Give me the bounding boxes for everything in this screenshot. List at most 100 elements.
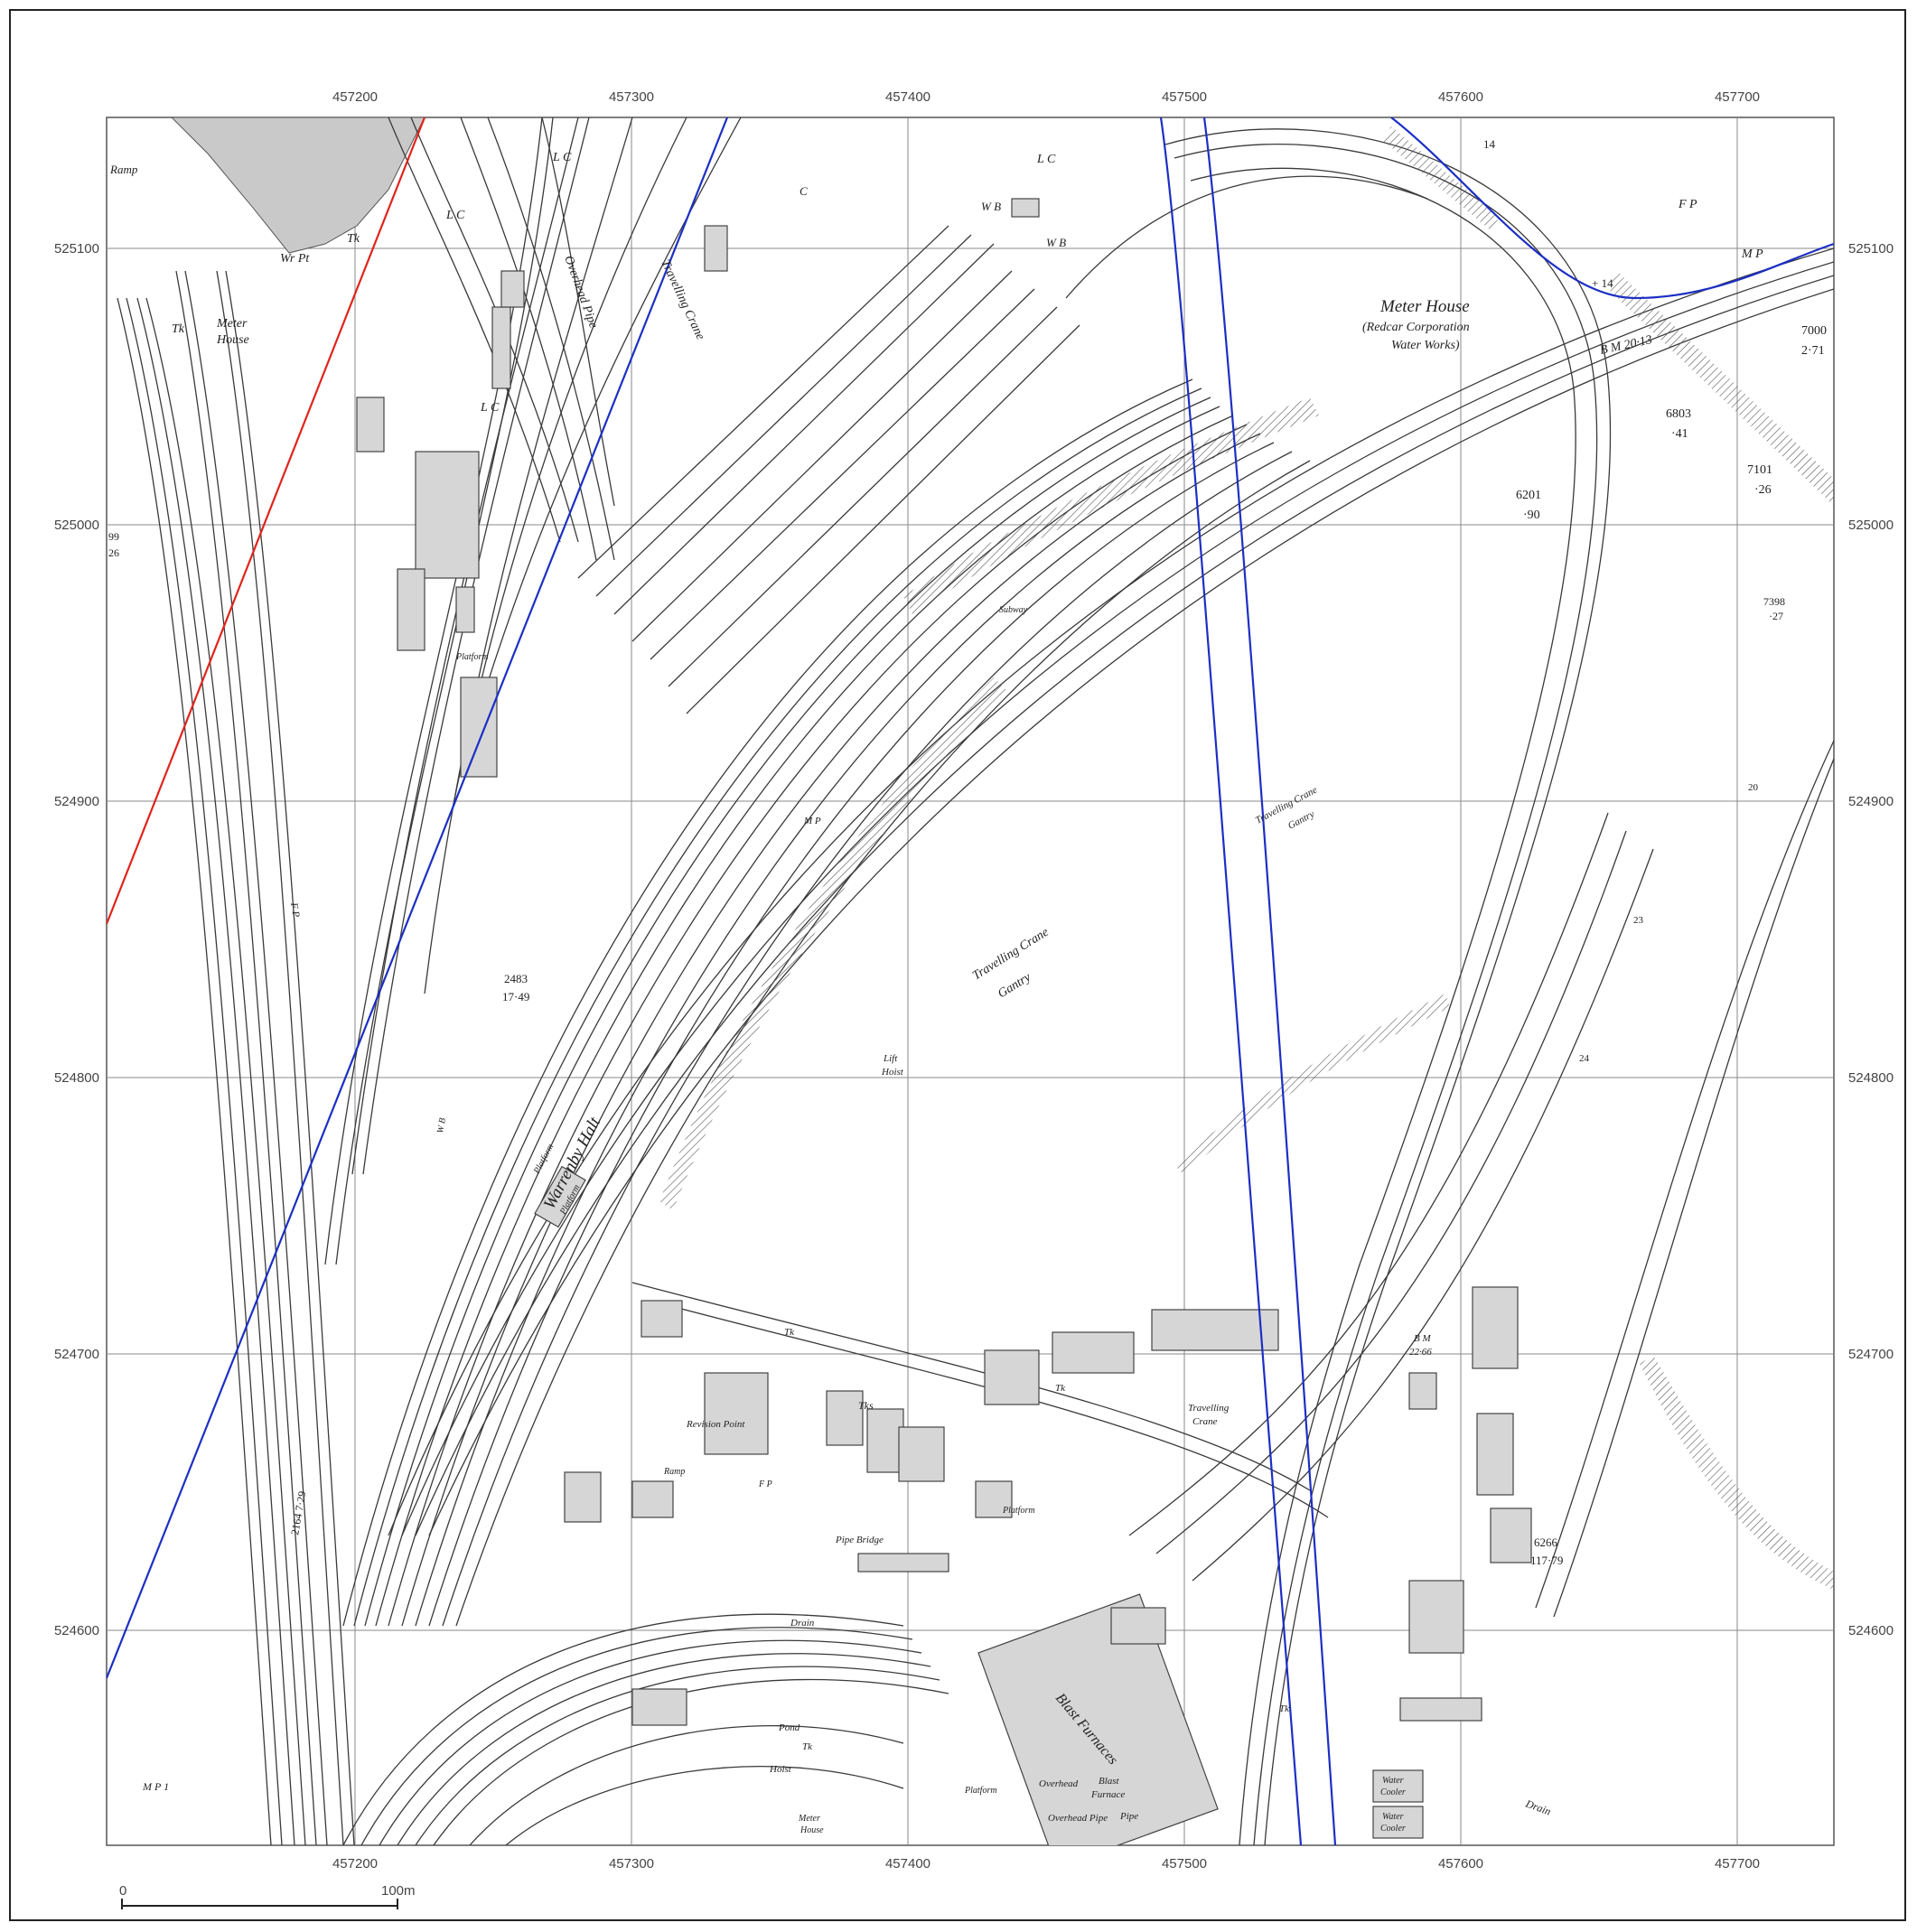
- label-overhead: Overhead: [1039, 1778, 1079, 1789]
- label-meter-house: Meter House: [1379, 297, 1470, 316]
- label-meter-house-sub1: (Redcar Corporation: [1362, 321, 1470, 334]
- easting-top-457200: 457200: [332, 89, 378, 105]
- easting-top-457600: 457600: [1438, 89, 1483, 105]
- easting-labels-bottom: 457200 457300 457400 457500 457600 45770…: [332, 1856, 1760, 1871]
- embankment-hatching: [659, 126, 1834, 1590]
- label-platform-1: Platform: [455, 652, 489, 662]
- label-tk-5: Tk: [1279, 1703, 1290, 1714]
- label-crane-3: Crane: [1192, 1416, 1218, 1427]
- label-2483b: 17·49: [502, 990, 529, 1003]
- label-2483: 2483: [504, 972, 528, 985]
- label-blast-furnace-2: Furnace: [1090, 1789, 1125, 1800]
- easting-top-457400: 457400: [885, 89, 930, 105]
- label-6201b: ·90: [1523, 509, 1540, 522]
- blue-lines: [107, 117, 1834, 1845]
- northing-left-525000: 525000: [54, 518, 99, 533]
- label-water-cooler-2b: Cooler: [1380, 1824, 1406, 1834]
- northing-labels-left: 525100 525000 524900 524800 524700 52460…: [54, 241, 99, 1638]
- railway-tracks: [117, 117, 1834, 1845]
- label-house-small: House: [216, 333, 249, 347]
- label-overhead-pipe-2: Overhead Pipe: [1048, 1813, 1108, 1824]
- label-lc-2: L C: [445, 209, 465, 222]
- label-platform-4: Platform: [1002, 1506, 1035, 1516]
- label-hoist: Hoist: [769, 1764, 792, 1775]
- easting-bottom-457600: 457600: [1438, 1856, 1483, 1871]
- label-24: 24: [1579, 1053, 1590, 1064]
- label-platform-5: Platform: [964, 1786, 997, 1796]
- label-meter-house-b2: House: [800, 1825, 824, 1835]
- easting-top-457700: 457700: [1715, 89, 1760, 105]
- label-6201: 6201: [1516, 489, 1541, 502]
- easting-bottom-457300: 457300: [609, 1856, 654, 1871]
- label-wb-3: W B: [435, 1117, 448, 1134]
- label-travelling-crane-3: Travelling: [1188, 1403, 1230, 1414]
- label-7101: 7101: [1747, 463, 1772, 477]
- label-c-mark: C: [800, 184, 808, 198]
- scale-bar-end-label: 100m: [381, 1883, 416, 1899]
- label-bm-2: B M: [1414, 1333, 1431, 1344]
- easting-top-457300: 457300: [609, 89, 654, 105]
- label-14b: + 14: [1592, 276, 1613, 290]
- northing-left-524900: 524900: [54, 794, 99, 809]
- label-water-cooler-1a: Water: [1382, 1776, 1404, 1786]
- scale-bar: 0 100m: [119, 1883, 416, 1909]
- easting-bottom-457400: 457400: [885, 1856, 930, 1871]
- label-meter-house-b1: Meter: [798, 1814, 820, 1824]
- label-14a: 14: [1483, 137, 1496, 151]
- label-mp-top: M P: [1741, 247, 1763, 261]
- label-water-cooler-2a: Water: [1382, 1812, 1404, 1822]
- label-water-cooler-1b: Cooler: [1380, 1787, 1406, 1797]
- northing-right-524700: 524700: [1848, 1347, 1894, 1362]
- label-tks: Tks: [858, 1399, 874, 1412]
- northing-left-524800: 524800: [54, 1070, 99, 1086]
- label-6266b: 117·79: [1530, 1554, 1563, 1567]
- easting-bottom-457700: 457700: [1715, 1856, 1760, 1871]
- northing-right-524900: 524900: [1848, 794, 1894, 809]
- label-blast-furnace-1: Blast: [1099, 1776, 1120, 1787]
- label-mp-21: M P: [803, 816, 821, 826]
- label-subway: Subway: [999, 605, 1028, 615]
- red-line: [107, 117, 426, 925]
- label-tk-4: Tk: [802, 1741, 813, 1752]
- label-6803: 6803: [1666, 407, 1691, 421]
- label-pond: Pond: [778, 1722, 800, 1733]
- northing-left-524700: 524700: [54, 1347, 99, 1362]
- easting-bottom-457200: 457200: [332, 1856, 378, 1871]
- northing-right-524800: 524800: [1848, 1070, 1894, 1086]
- label-pipe-bridge: Pipe Bridge: [835, 1535, 884, 1545]
- scale-bar-start-label: 0: [119, 1883, 126, 1899]
- label-lift: Lift: [883, 1053, 898, 1064]
- northing-left-524600: 524600: [54, 1623, 99, 1638]
- label-6266: 6266: [1534, 1535, 1558, 1549]
- label-drain-1: Drain: [790, 1618, 815, 1629]
- label-7398: 7398: [1763, 595, 1785, 608]
- label-6803b: ·41: [1671, 427, 1688, 441]
- label-7101b: ·26: [1754, 483, 1772, 497]
- label-revision-point: Revision Point: [686, 1419, 745, 1430]
- label-ramp-2: Ramp: [663, 1467, 685, 1477]
- label-99: 99: [108, 530, 119, 543]
- northing-left-525100: 525100: [54, 241, 99, 257]
- label-26: 26: [108, 546, 119, 559]
- label-wb-1: W B: [981, 200, 1001, 213]
- label-hoist: Hoist: [881, 1067, 904, 1078]
- label-7398b: ·27: [1769, 610, 1783, 622]
- northing-labels-right: 525100 525000 524900 524800 524700 52460…: [1848, 241, 1894, 1638]
- label-23: 23: [1633, 915, 1644, 926]
- label-bm-2b: 22·66: [1409, 1347, 1432, 1358]
- label-20: 20: [1748, 782, 1759, 793]
- label-tk-top: Tk: [347, 232, 360, 246]
- label-7000b: 2·71: [1801, 344, 1825, 358]
- label-7000: 7000: [1801, 324, 1827, 338]
- northing-right-525000: 525000: [1848, 518, 1894, 533]
- outer-frame: [9, 9, 1906, 1921]
- label-wr-pt: Wr Pt: [280, 252, 310, 266]
- label-fp-top: F P: [1678, 198, 1697, 211]
- label-wb-2: W B: [1046, 236, 1066, 249]
- label-tk-meter: Tk: [172, 322, 185, 336]
- shaded-area-top-left: [171, 117, 425, 254]
- easting-top-457500: 457500: [1162, 89, 1207, 105]
- label-lc-4: L C: [1036, 153, 1056, 166]
